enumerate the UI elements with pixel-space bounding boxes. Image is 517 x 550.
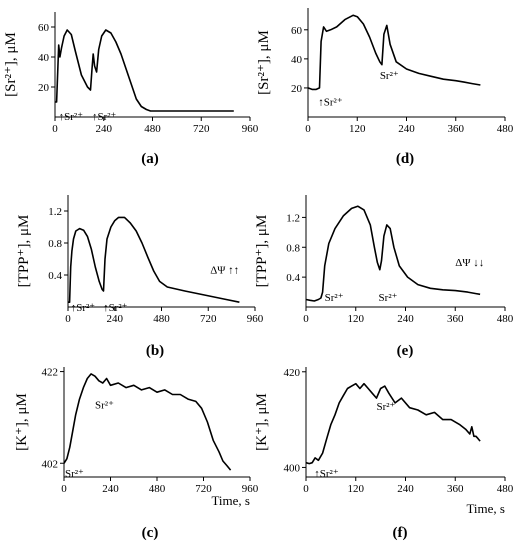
y-tick-label: 60 — [291, 25, 303, 37]
y-tick-label: 0.8 — [48, 238, 62, 250]
series-line — [307, 14, 481, 91]
y-axis-label: [TPP⁺], μM — [254, 215, 270, 288]
panel-a: 0 240 480 720 960 20 40 60 [Sr²⁺], μM ↑Sr²⁺ ↑Sr²⁺ (… — [3, 12, 259, 167]
series-line — [305, 382, 481, 465]
x-tick-label: 360 — [447, 483, 464, 495]
annotation: ↑Sr²⁺ — [92, 111, 117, 123]
x-tick-label: 960 — [247, 313, 264, 325]
annotation: ↑Sr²⁺ — [59, 111, 84, 123]
x-tick-label: 720 — [200, 313, 217, 325]
y-tick-label: 40 — [291, 54, 303, 66]
x-tick-label: 240 — [96, 123, 113, 135]
annotation: Sr²⁺ — [380, 70, 399, 82]
y-axis-label: [Sr²⁺], μM — [3, 32, 19, 97]
y-tick-label: 40 — [38, 52, 50, 64]
panel-d: 0 120 240 360 480 20 40 60 [Sr²⁺], μM ↑Sr²⁺ Sr²⁺ (d… — [256, 8, 514, 167]
x-tick-label: 720 — [193, 123, 210, 135]
x-tick-label: 0 — [303, 313, 309, 325]
panel-label: (f) — [393, 525, 408, 541]
y-tick-label: 422 — [42, 367, 59, 379]
panel-label: (b) — [146, 343, 164, 359]
x-tick-label: 960 — [242, 123, 259, 135]
series-line — [63, 373, 232, 471]
x-axis-label: Time, s — [211, 493, 250, 508]
x-tick-label: 240 — [107, 313, 124, 325]
annotation: ↑Sr²⁺ — [103, 302, 128, 314]
x-tick-label: 480 — [153, 313, 170, 325]
x-tick-label: 0 — [52, 123, 58, 135]
annotation: Sr²⁺ — [95, 399, 114, 411]
y-tick-label: 0.4 — [48, 270, 62, 282]
y-tick-label: 20 — [38, 82, 50, 94]
y-tick-label: 402 — [42, 458, 59, 470]
x-tick-label: 360 — [447, 313, 464, 325]
annotation: ↑Sr²⁺ — [314, 468, 339, 480]
x-tick-label: 480 — [497, 123, 514, 135]
panel-f: 0 120 240 360 480 400 420 [K⁺], μM ↑Sr²⁺ Sr²⁺ (f) T… — [254, 367, 514, 541]
panel-label: (d) — [396, 151, 414, 167]
x-tick-label: 240 — [398, 123, 415, 135]
x-tick-label: 0 — [65, 313, 71, 325]
annotation: Sr²⁺ — [65, 468, 84, 480]
panel-e: 0 120 240 360 480 0.4 0.8 1.2 [TPP⁺], μM Sr²⁺ Sr²⁺… — [254, 195, 514, 359]
annotation: ΔΨ ↑↑ — [210, 264, 239, 276]
y-axis-label: [K⁺], μM — [254, 393, 270, 451]
x-tick-label: 240 — [102, 483, 119, 495]
y-axis-label: [K⁺], μM — [14, 393, 30, 451]
x-tick-label: 720 — [195, 483, 212, 495]
series-line — [68, 216, 240, 304]
y-axis-label: [TPP⁺], μM — [16, 215, 32, 288]
x-axis-label: Time, s — [466, 501, 505, 516]
annotation: Sr²⁺ — [376, 401, 395, 413]
annotation: ↑Sr²⁺ — [318, 96, 343, 108]
x-tick-label: 120 — [348, 313, 365, 325]
y-tick-label: 400 — [284, 462, 301, 474]
x-tick-label: 240 — [397, 483, 414, 495]
x-tick-label: 480 — [144, 123, 161, 135]
y-tick-label: 420 — [284, 367, 301, 379]
y-tick-label: 20 — [291, 83, 303, 95]
x-tick-label: 480 — [497, 313, 514, 325]
y-tick-label: 0.4 — [286, 272, 300, 284]
y-tick-label: 1.2 — [48, 206, 62, 218]
x-tick-label: 120 — [348, 483, 365, 495]
panel-b: 0 240 480 720 960 0.4 0.8 1.2 [TPP⁺], μM ↑Sr²⁺ ↑Sr… — [16, 195, 264, 359]
panel-label: (c) — [142, 525, 159, 541]
y-tick-label: 1.2 — [286, 212, 300, 224]
annotation: Sr²⁺ — [379, 292, 398, 304]
x-tick-label: 480 — [497, 483, 514, 495]
x-tick-label: 360 — [448, 123, 465, 135]
x-tick-label: 0 — [61, 483, 67, 495]
y-tick-label: 0.8 — [286, 242, 300, 254]
annotation: Sr²⁺ — [325, 292, 344, 304]
panel-label: (e) — [397, 343, 414, 359]
x-tick-label: 480 — [149, 483, 166, 495]
x-tick-label: 0 — [305, 123, 311, 135]
panel-c: 0 240 480 720 960 402 422 [K⁺], μM Sr²⁺ Sr²⁺ (c) Ti… — [14, 367, 259, 541]
y-axis-label: [Sr²⁺], μM — [256, 30, 272, 95]
series-line — [55, 29, 234, 112]
x-tick-label: 240 — [397, 313, 414, 325]
annotation: ↑Sr²⁺ — [71, 302, 96, 314]
annotation: ΔΨ ↓↓ — [455, 257, 484, 269]
y-tick-label: 60 — [38, 22, 50, 34]
x-tick-label: 120 — [349, 123, 366, 135]
x-tick-label: 960 — [242, 483, 259, 495]
panel-label: (a) — [141, 151, 159, 167]
series-line — [305, 205, 481, 302]
x-tick-label: 0 — [303, 483, 309, 495]
